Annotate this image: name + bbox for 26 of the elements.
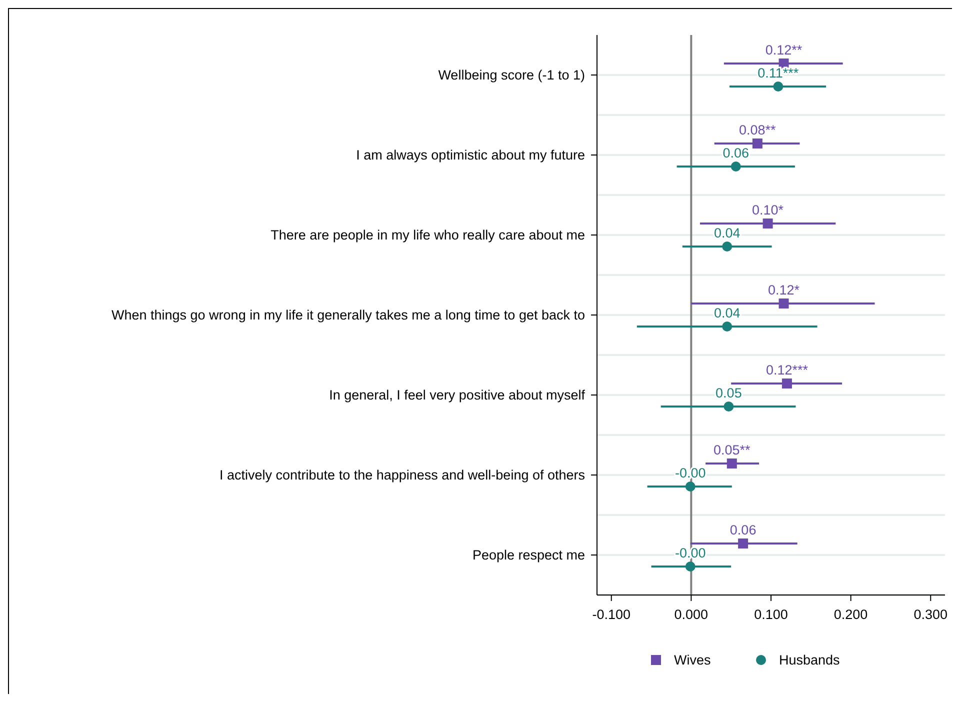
- data-label: 0.05: [716, 386, 742, 400]
- data-label: 0.12**: [765, 42, 803, 58]
- data-label: 0.04: [714, 226, 741, 240]
- y-tick-label: In general, I feel very positive about myself: [329, 388, 586, 403]
- y-tick-label: I actively contribute to the happiness and well-being of others: [220, 468, 586, 483]
- legend-label: Wives: [674, 652, 711, 668]
- data-label: 0.10*: [752, 202, 784, 218]
- data-label: 0.12***: [766, 362, 809, 378]
- data-label: 0.08**: [739, 122, 777, 138]
- x-tick-label: 0.300: [914, 607, 948, 622]
- y-tick-label: Wellbeing score (-1 to 1): [438, 68, 585, 83]
- data-label: 0.11***: [758, 66, 800, 80]
- x-tick-label: -0.100: [592, 607, 631, 622]
- legend-label: Husbands: [779, 652, 840, 668]
- x-tick-label: 0.200: [834, 607, 868, 622]
- y-tick-label: People respect me: [472, 548, 585, 563]
- data-label: 0.06: [722, 146, 750, 160]
- data-label: 0.06: [730, 522, 756, 538]
- data-label: 0.12*: [768, 282, 800, 298]
- y-tick-label: I am always optimistic about my future: [356, 148, 585, 163]
- y-tick-label: When things go wrong in my life it generally takes me a long time to get back to: [112, 308, 585, 323]
- x-tick-label: 0.100: [754, 607, 788, 622]
- data-label: 0.04: [714, 306, 741, 320]
- x-tick-label: 0.000: [674, 607, 708, 622]
- y-tick-label: There are people in my life who really care about me: [270, 228, 585, 243]
- data-label: 0.05**: [713, 442, 752, 458]
